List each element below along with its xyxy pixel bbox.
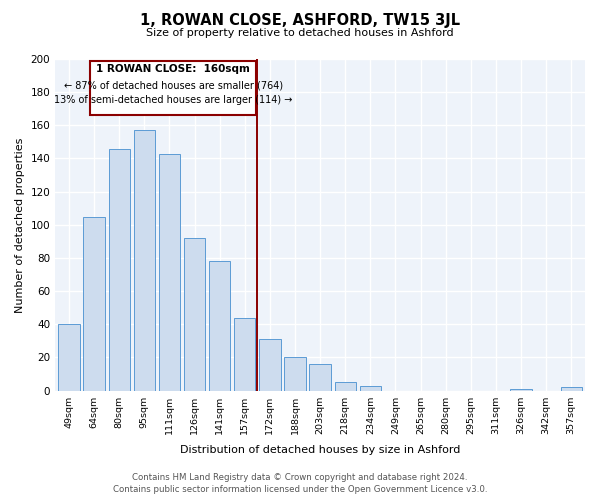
Bar (335, 382, 356, 390)
Bar (159, 154, 180, 390)
Bar (510, 389, 532, 390)
Bar (560, 388, 582, 390)
Bar (310, 364, 331, 390)
X-axis label: Distribution of detached houses by size in Ashford: Distribution of detached houses by size … (180, 445, 460, 455)
Bar (83, 216, 105, 390)
Bar (184, 238, 205, 390)
Bar (234, 318, 256, 390)
Text: Size of property relative to detached houses in Ashford: Size of property relative to detached ho… (146, 28, 454, 38)
Bar (359, 386, 381, 390)
Text: 1, ROWAN CLOSE, ASHFORD, TW15 3JL: 1, ROWAN CLOSE, ASHFORD, TW15 3JL (140, 12, 460, 28)
Text: 13% of semi-detached houses are larger (114) →: 13% of semi-detached houses are larger (… (54, 96, 292, 106)
FancyBboxPatch shape (91, 60, 256, 116)
Bar (284, 358, 305, 390)
Bar (134, 130, 155, 390)
Bar (58, 324, 80, 390)
Text: ← 87% of detached houses are smaller (764): ← 87% of detached houses are smaller (76… (64, 80, 283, 90)
Y-axis label: Number of detached properties: Number of detached properties (15, 137, 25, 312)
Bar (109, 148, 130, 390)
Text: Contains HM Land Registry data © Crown copyright and database right 2024.
Contai: Contains HM Land Registry data © Crown c… (113, 472, 487, 494)
Bar (259, 339, 281, 390)
Text: 1 ROWAN CLOSE:  160sqm: 1 ROWAN CLOSE: 160sqm (96, 64, 250, 74)
Bar (209, 262, 230, 390)
